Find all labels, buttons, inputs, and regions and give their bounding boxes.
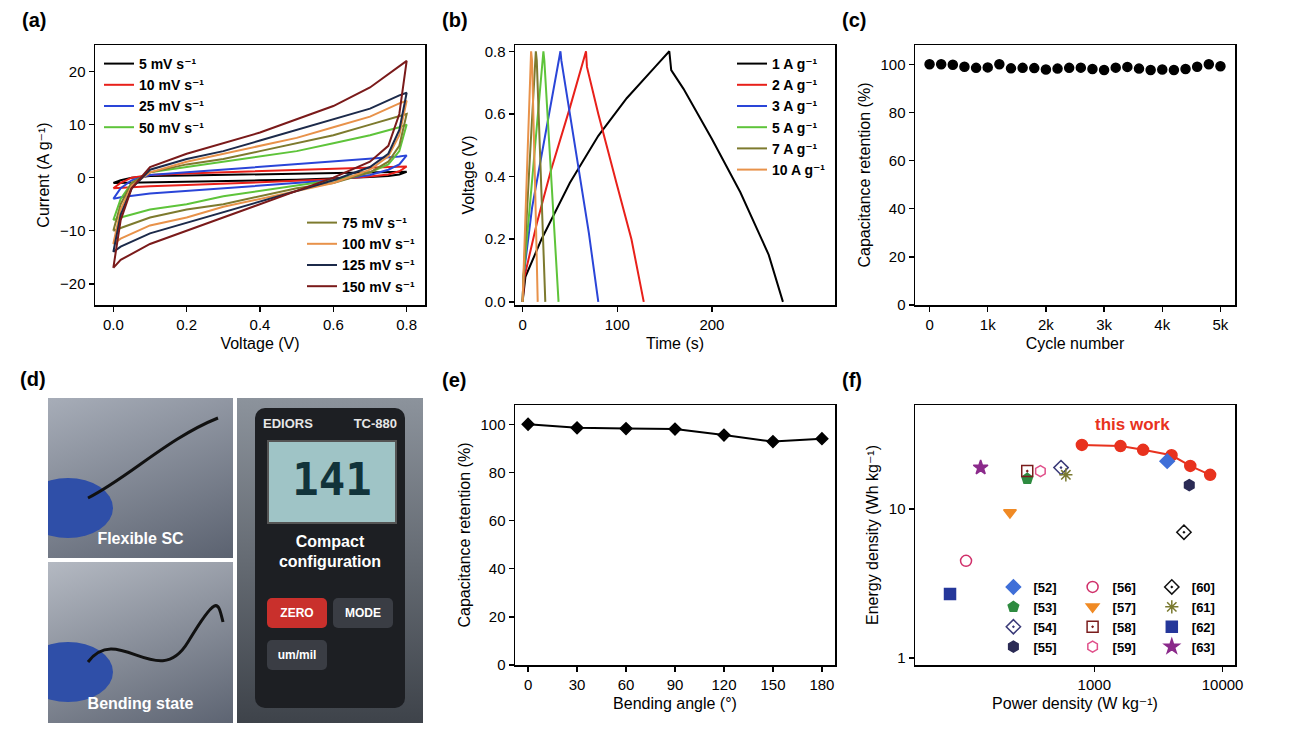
svg-text:0.2: 0.2 <box>485 230 506 247</box>
svg-text:0.8: 0.8 <box>485 43 506 60</box>
svg-text:0: 0 <box>524 676 532 693</box>
svg-text:1k: 1k <box>980 316 996 333</box>
html-text:(d): (d) <box>20 368 46 390</box>
svg-text:30: 30 <box>569 676 586 693</box>
svg-text:[58]: [58] <box>1113 620 1136 635</box>
svg-text:40: 40 <box>489 560 506 577</box>
svg-text:100: 100 <box>480 416 505 433</box>
svg-text:125 mV s⁻¹: 125 mV s⁻¹ <box>342 257 415 273</box>
svg-text:Power density (W kg⁻¹): Power density (W kg⁻¹) <box>992 695 1158 712</box>
svg-text:Capacitance retention (%): Capacitance retention (%) <box>856 83 873 268</box>
svg-text:150: 150 <box>760 676 785 693</box>
svg-text:60: 60 <box>618 676 635 693</box>
html-text:ZERO: ZERO <box>280 606 314 620</box>
svg-text:Time (s): Time (s) <box>646 335 704 352</box>
svg-text:0.4: 0.4 <box>485 168 506 185</box>
svg-text:1 A g⁻¹: 1 A g⁻¹ <box>772 56 818 72</box>
svg-text:200: 200 <box>699 316 724 333</box>
svg-text:75 mV s⁻¹: 75 mV s⁻¹ <box>342 215 407 231</box>
svg-text:3 A g⁻¹: 3 A g⁻¹ <box>772 98 818 114</box>
svg-text:[60]: [60] <box>1192 580 1215 595</box>
svg-text:100: 100 <box>605 316 630 333</box>
svg-text:25 mV s⁻¹: 25 mV s⁻¹ <box>139 98 204 114</box>
svg-text:10 mV s⁻¹: 10 mV s⁻¹ <box>139 77 204 93</box>
svg-text:0: 0 <box>925 316 933 333</box>
svg-text:0.0: 0.0 <box>485 293 506 310</box>
svg-text:this work: this work <box>1095 415 1170 434</box>
svg-text:[56]: [56] <box>1113 580 1136 595</box>
svg-text:2 A g⁻¹: 2 A g⁻¹ <box>772 77 818 93</box>
svg-text:(b): (b) <box>442 9 468 31</box>
svg-text:80: 80 <box>889 104 906 121</box>
svg-text:4k: 4k <box>1154 316 1170 333</box>
svg-text:10000: 10000 <box>1202 676 1244 693</box>
svg-text:0.2: 0.2 <box>176 316 197 333</box>
svg-text:20: 20 <box>489 608 506 625</box>
svg-text:−20: −20 <box>60 275 85 292</box>
svg-text:10: 10 <box>69 116 86 133</box>
html-text:TC-880: TC-880 <box>353 416 397 431</box>
svg-text:0.6: 0.6 <box>323 316 344 333</box>
svg-text:(c): (c) <box>842 9 866 31</box>
svg-text:80: 80 <box>489 464 506 481</box>
svg-text:1000: 1000 <box>1078 676 1111 693</box>
svg-text:[62]: [62] <box>1192 620 1215 635</box>
svg-text:40: 40 <box>889 200 906 217</box>
svg-text:0.0: 0.0 <box>103 316 124 333</box>
html-text:EDIORS: EDIORS <box>263 416 313 431</box>
svg-text:60: 60 <box>489 512 506 529</box>
svg-text:Voltage (V): Voltage (V) <box>460 135 477 214</box>
svg-text:0.8: 0.8 <box>396 316 417 333</box>
svg-text:[53]: [53] <box>1033 600 1056 615</box>
svg-text:100: 100 <box>880 56 905 73</box>
html-text:Bending state: Bending state <box>87 695 194 712</box>
svg-text:[54]: [54] <box>1033 620 1056 635</box>
svg-text:(a): (a) <box>22 9 46 31</box>
svg-text:[59]: [59] <box>1113 640 1136 655</box>
svg-text:0.4: 0.4 <box>250 316 271 333</box>
svg-text:60: 60 <box>889 152 906 169</box>
html-text:Compact configuration: Compact configuration <box>278 533 382 570</box>
svg-text:50 mV s⁻¹: 50 mV s⁻¹ <box>139 120 204 136</box>
svg-text:5 mV s⁻¹: 5 mV s⁻¹ <box>139 56 197 72</box>
svg-text:Current (A g⁻¹): Current (A g⁻¹) <box>35 122 52 227</box>
svg-text:[63]: [63] <box>1192 640 1215 655</box>
svg-text:100 mV s⁻¹: 100 mV s⁻¹ <box>342 236 415 252</box>
svg-text:3k: 3k <box>1096 316 1112 333</box>
svg-text:Energy density (Wh kg⁻¹): Energy density (Wh kg⁻¹) <box>864 445 881 625</box>
svg-text:[61]: [61] <box>1192 600 1215 615</box>
svg-text:[57]: [57] <box>1113 600 1136 615</box>
svg-text:0: 0 <box>518 316 526 333</box>
svg-text:[55]: [55] <box>1033 640 1056 655</box>
svg-text:5 A g⁻¹: 5 A g⁻¹ <box>772 120 818 136</box>
svg-text:10 A g⁻¹: 10 A g⁻¹ <box>772 162 825 178</box>
svg-text:0: 0 <box>897 296 905 313</box>
svg-text:20: 20 <box>69 63 86 80</box>
svg-text:0: 0 <box>77 169 85 186</box>
svg-text:0: 0 <box>497 656 505 673</box>
svg-text:0.6: 0.6 <box>485 105 506 122</box>
svg-text:1: 1 <box>897 649 905 666</box>
html-text:Flexible SC: Flexible SC <box>97 530 184 547</box>
svg-text:(f): (f) <box>842 369 862 391</box>
svg-text:180: 180 <box>809 676 834 693</box>
svg-text:5k: 5k <box>1213 316 1229 333</box>
svg-text:150 mV s⁻¹: 150 mV s⁻¹ <box>342 279 415 295</box>
svg-text:10: 10 <box>889 500 906 517</box>
svg-text:Bending angle (°): Bending angle (°) <box>613 695 737 712</box>
svg-text:Voltage (V): Voltage (V) <box>220 335 299 352</box>
html-text:MODE: MODE <box>345 606 381 620</box>
svg-text:90: 90 <box>667 676 684 693</box>
svg-text:[52]: [52] <box>1033 580 1056 595</box>
html-text:141: 141 <box>292 454 372 505</box>
svg-text:120: 120 <box>711 676 736 693</box>
svg-text:−10: −10 <box>60 222 85 239</box>
html-text:um/mil: um/mil <box>277 648 317 662</box>
svg-text:7 A g⁻¹: 7 A g⁻¹ <box>772 141 818 157</box>
svg-text:Capacitance retention (%): Capacitance retention (%) <box>456 443 473 628</box>
svg-text:20: 20 <box>889 248 906 265</box>
svg-text:(e): (e) <box>442 369 466 391</box>
svg-text:2k: 2k <box>1038 316 1054 333</box>
svg-text:Cycle number: Cycle number <box>1026 335 1125 352</box>
